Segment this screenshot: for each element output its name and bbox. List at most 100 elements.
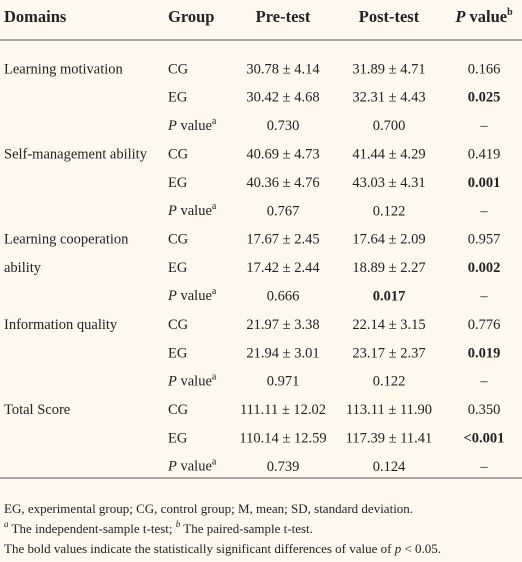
header-cell: Pre-test xyxy=(256,7,311,26)
table-cell: CG xyxy=(168,147,189,163)
table-cell: 0.666 xyxy=(267,289,300,305)
table-cell: CG xyxy=(168,402,189,418)
table-cell: 0.957 xyxy=(468,232,501,248)
text-segment: The independent-sample t-test; xyxy=(9,521,176,536)
text-segment: value xyxy=(177,374,212,390)
header-cell: Group xyxy=(168,7,214,26)
table-cell: Self-management ability xyxy=(4,147,148,163)
table-cell: – xyxy=(479,374,488,390)
table-cell: P valuea xyxy=(167,116,217,135)
header-cell: P valueb xyxy=(454,7,513,26)
table-cell: 0.700 xyxy=(373,118,406,134)
table-cell: CG xyxy=(168,232,189,248)
table-cell: 43.03 ± 4.31 xyxy=(352,175,425,191)
table-cell: 40.36 ± 4.76 xyxy=(246,175,319,191)
table-cell: – xyxy=(479,118,488,134)
table-cell: ability xyxy=(4,260,42,276)
table-cell: 30.78 ± 4.14 xyxy=(246,61,320,77)
table-cell: 0.025 xyxy=(468,90,501,106)
text-segment: a xyxy=(212,116,217,127)
table-cell: CG xyxy=(168,61,189,77)
table-cell: 21.94 ± 3.01 xyxy=(246,345,319,361)
footnote: The bold values indicate the statistical… xyxy=(4,541,441,556)
table-cell: 0.739 xyxy=(267,459,300,475)
text-segment: value xyxy=(177,459,212,475)
text-segment: p xyxy=(394,541,402,556)
table-cell: P valuea xyxy=(167,201,217,220)
table-cell: 17.42 ± 2.44 xyxy=(246,260,320,276)
text-segment: EG, experimental group; CG, control grou… xyxy=(4,501,413,516)
table-cell: <0.001 xyxy=(464,431,505,447)
table-cell: – xyxy=(479,459,488,475)
text-segment: value xyxy=(177,289,212,305)
table-cell: 21.97 ± 3.38 xyxy=(246,317,319,333)
table-cell: EG xyxy=(168,345,188,361)
table-cell: P valuea xyxy=(167,286,217,305)
table-cell: 117.39 ± 11.41 xyxy=(346,431,433,447)
text-segment: value xyxy=(177,118,212,134)
table-cell: 0.350 xyxy=(468,402,501,418)
text-segment: a xyxy=(212,456,217,467)
table-cell: 23.17 ± 2.37 xyxy=(352,345,425,361)
table-cell: P valuea xyxy=(167,456,217,475)
table-cell: 0.001 xyxy=(468,175,501,191)
text-segment: P xyxy=(454,7,466,26)
footnote: a The independent-sample t-test; b The p… xyxy=(4,519,313,536)
text-segment: P xyxy=(167,118,177,134)
text-segment: a xyxy=(212,286,217,297)
text-segment: value xyxy=(177,203,212,219)
text-segment: The paired-sample t-test. xyxy=(180,521,313,536)
text-segment: b xyxy=(507,7,513,18)
table-cell: 17.67 ± 2.45 xyxy=(246,232,319,248)
table-cell: 32.31 ± 4.43 xyxy=(352,90,425,106)
header-cell: Domains xyxy=(4,7,67,26)
table-cell: EG xyxy=(168,260,188,276)
table-cell: 0.017 xyxy=(373,289,406,305)
table-cell: 0.730 xyxy=(267,118,300,134)
table-cell: 0.002 xyxy=(468,260,501,276)
text-segment: a xyxy=(212,201,217,212)
table-cell: 0.166 xyxy=(468,61,501,77)
table-cell: 0.124 xyxy=(373,459,406,475)
text-segment: a xyxy=(4,519,9,529)
footnote: EG, experimental group; CG, control grou… xyxy=(4,501,413,516)
text-segment: P xyxy=(167,459,177,475)
table-cell: 31.89 ± 4.71 xyxy=(352,61,425,77)
header-cell: Post-test xyxy=(359,7,420,26)
table-cell: P valuea xyxy=(167,371,217,390)
table-cell: 40.69 ± 4.73 xyxy=(246,147,319,163)
table-cell: 17.64 ± 2.09 xyxy=(352,232,425,248)
table-cell: 0.419 xyxy=(468,147,501,163)
table-cell: EG xyxy=(168,90,188,106)
table-cell: 0.767 xyxy=(267,203,300,219)
table-cell: 113.11 ± 11.90 xyxy=(346,402,432,418)
table-cell: – xyxy=(479,289,488,305)
table-cell: EG xyxy=(168,431,188,447)
table-cell: Total Score xyxy=(4,402,70,418)
table-cell: 0.122 xyxy=(373,203,406,219)
table-cell: 111.11 ± 12.02 xyxy=(240,402,326,418)
table-cell: 0.122 xyxy=(373,374,406,390)
text-segment: < 0.05. xyxy=(401,541,441,556)
table-cell: – xyxy=(479,203,488,219)
table-cell: 18.89 ± 2.27 xyxy=(352,260,425,276)
text-segment: P xyxy=(167,203,177,219)
text-segment: The bold values indicate the statistical… xyxy=(4,541,395,556)
text-segment: b xyxy=(176,519,181,529)
table-cell: 0.019 xyxy=(468,345,501,361)
text-segment: P xyxy=(167,289,177,305)
table-cell: 110.14 ± 12.59 xyxy=(239,431,326,447)
table-cell: Information quality xyxy=(4,317,118,333)
text-segment: a xyxy=(212,371,217,382)
table-cell: Learning motivation xyxy=(4,61,124,77)
table-cell: 41.44 ± 4.29 xyxy=(352,147,425,163)
table-cell: 0.971 xyxy=(267,374,300,390)
table-cell: CG xyxy=(168,317,189,333)
table-cell: 30.42 ± 4.68 xyxy=(246,90,319,106)
table-cell: 0.776 xyxy=(468,317,501,333)
text-segment: value xyxy=(465,7,507,26)
table-cell: 22.14 ± 3.15 xyxy=(352,317,425,333)
text-segment: P xyxy=(167,374,177,390)
table-cell: EG xyxy=(168,175,188,191)
